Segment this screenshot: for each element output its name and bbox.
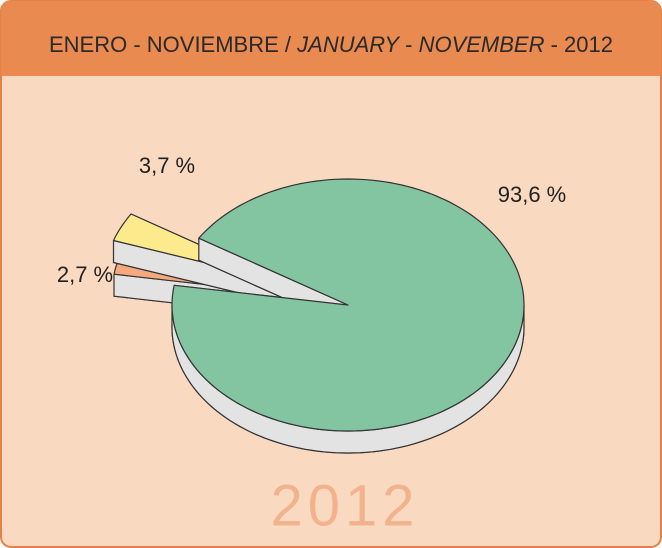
value-label: 2,7 % xyxy=(57,262,113,287)
title-part: - xyxy=(399,32,419,57)
title-part: NOVEMBER xyxy=(419,32,545,57)
pie xyxy=(112,178,525,454)
value-label: 93,6 % xyxy=(498,182,567,207)
value-label: 3,7 % xyxy=(139,153,195,178)
title-part: - 2012 xyxy=(545,32,614,57)
title-part: JANUARY xyxy=(296,32,400,57)
header-band xyxy=(1,1,661,76)
title-part: ENERO - NOVIEMBRE / xyxy=(49,32,297,57)
watermark: 2012 xyxy=(270,473,419,538)
chart-title: ENERO - NOVIEMBRE / JANUARY - NOVEMBER -… xyxy=(49,32,613,57)
slice xyxy=(171,178,525,432)
